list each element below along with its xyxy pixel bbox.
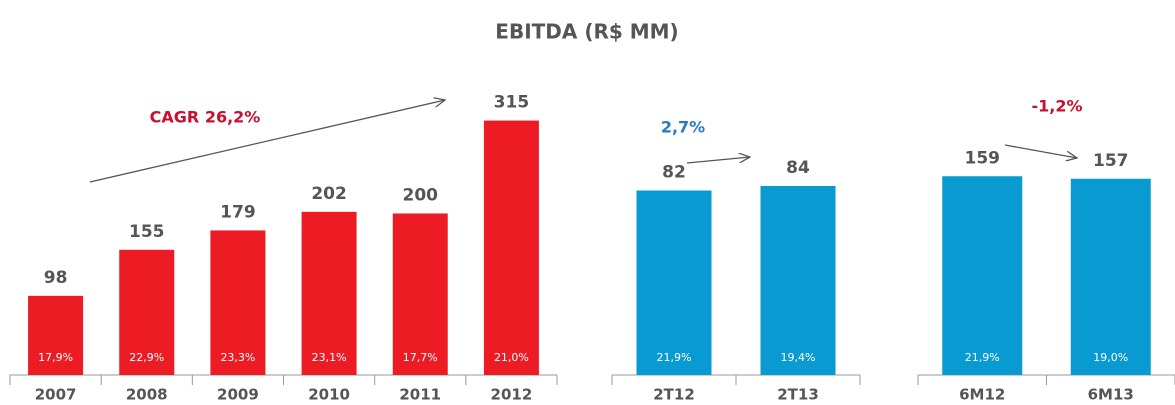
chart-title: EBITDA (R$ MM) xyxy=(495,20,678,44)
value-label: 179 xyxy=(220,202,256,222)
x-tick-label: 6M12 xyxy=(959,386,1005,404)
bar xyxy=(28,295,84,375)
value-label: 98 xyxy=(44,268,68,288)
x-tick-label: 6M13 xyxy=(1088,386,1134,404)
x-tick-label: 2009 xyxy=(217,386,259,404)
x-tick-label: 2012 xyxy=(491,386,533,404)
inner-label: 17,9% xyxy=(38,351,73,364)
bar xyxy=(636,190,712,375)
inner-label: 22,9% xyxy=(129,351,164,364)
value-label: 315 xyxy=(494,93,530,113)
inner-label: 21,0% xyxy=(494,351,529,364)
value-label: 202 xyxy=(311,184,347,204)
arrow xyxy=(1004,144,1077,158)
inner-label: 23,3% xyxy=(220,351,255,364)
bar xyxy=(301,211,357,375)
bar xyxy=(942,176,1023,375)
inner-label: 23,1% xyxy=(312,351,347,364)
value-label: 159 xyxy=(965,148,1001,168)
inner-label: 19,0% xyxy=(1093,351,1128,364)
x-tick-label: 2T13 xyxy=(777,386,819,404)
annotation: 2,7% xyxy=(661,118,705,137)
bar xyxy=(483,120,539,375)
value-label: 155 xyxy=(129,222,165,242)
bar xyxy=(210,230,266,375)
value-label: 82 xyxy=(662,163,686,183)
x-tick-label: 2T12 xyxy=(653,386,695,404)
x-tick-label: 2011 xyxy=(399,386,441,404)
x-tick-label: 2007 xyxy=(35,386,77,404)
x-tick-label: 2010 xyxy=(308,386,350,404)
annotation: -1,2% xyxy=(1031,97,1082,116)
inner-label: 21,9% xyxy=(965,351,1000,364)
inner-label: 21,9% xyxy=(657,351,692,364)
value-label: 200 xyxy=(403,185,439,205)
bar xyxy=(1070,178,1151,375)
inner-label: 17,7% xyxy=(403,351,438,364)
arrow xyxy=(686,157,750,164)
inner-label: 19,4% xyxy=(781,351,816,364)
bar xyxy=(392,213,448,375)
bar xyxy=(119,249,175,375)
bar xyxy=(760,186,836,375)
value-label: 84 xyxy=(786,158,810,178)
arrow xyxy=(89,100,445,183)
x-tick-label: 2008 xyxy=(126,386,168,404)
value-label: 157 xyxy=(1093,151,1129,171)
annotation: CAGR 26,2% xyxy=(150,108,261,127)
